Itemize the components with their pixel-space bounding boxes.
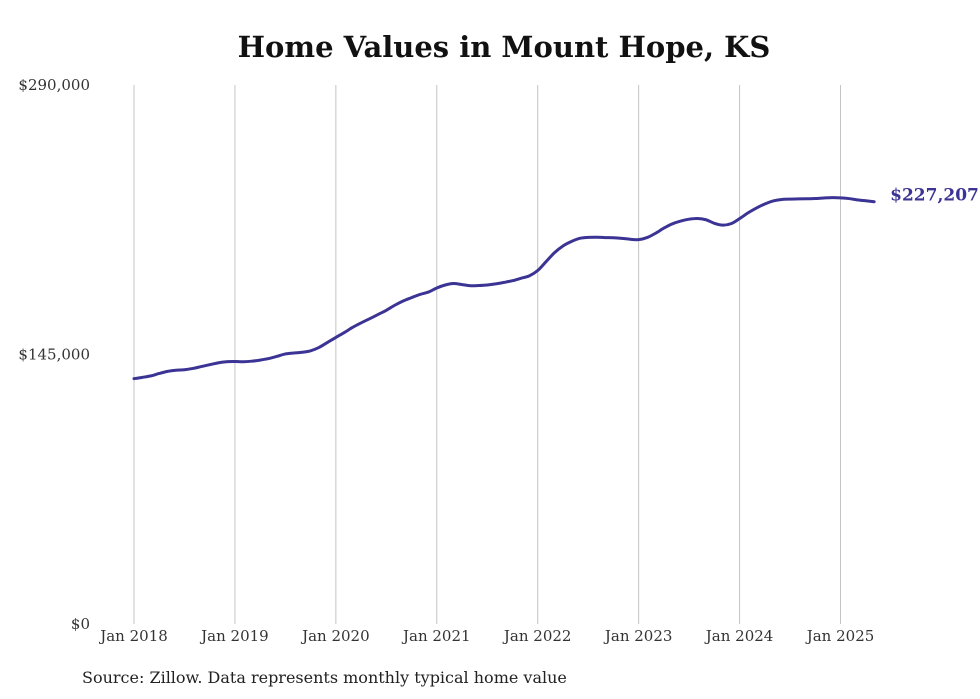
end-value-label: $227,207 [890, 186, 979, 206]
x-axis-labels: Jan 2018 Jan 2019 Jan 2020 Jan 2021 Jan 2022… [98, 627, 874, 645]
series-layer [132, 196, 876, 381]
end-label-layer: $227,207 [890, 186, 979, 206]
y-tick-label: $290,000 [18, 76, 90, 94]
y-tick-label: $145,000 [18, 346, 90, 364]
home-value-line [132, 196, 876, 381]
chart-title: Home Values in Mount Hope, KS [237, 30, 771, 64]
source-note: Source: Zillow. Data represents monthly … [82, 668, 567, 687]
x-tick-label: Jan 2024 [704, 627, 774, 645]
x-tick-label: Jan 2022 [502, 627, 572, 645]
y-axis-labels: $0 $145,000 $290,000 [18, 76, 90, 633]
x-tick-label: Jan 2019 [199, 627, 269, 645]
y-tick-label: $0 [71, 615, 90, 633]
x-tick-label: Jan 2020 [300, 627, 370, 645]
x-tick-label: Jan 2023 [603, 627, 673, 645]
x-tick-label: Jan 2018 [98, 627, 168, 645]
x-gridlines [133, 85, 841, 624]
x-tick-label: Jan 2021 [401, 627, 471, 645]
x-tick-label: Jan 2025 [805, 627, 875, 645]
